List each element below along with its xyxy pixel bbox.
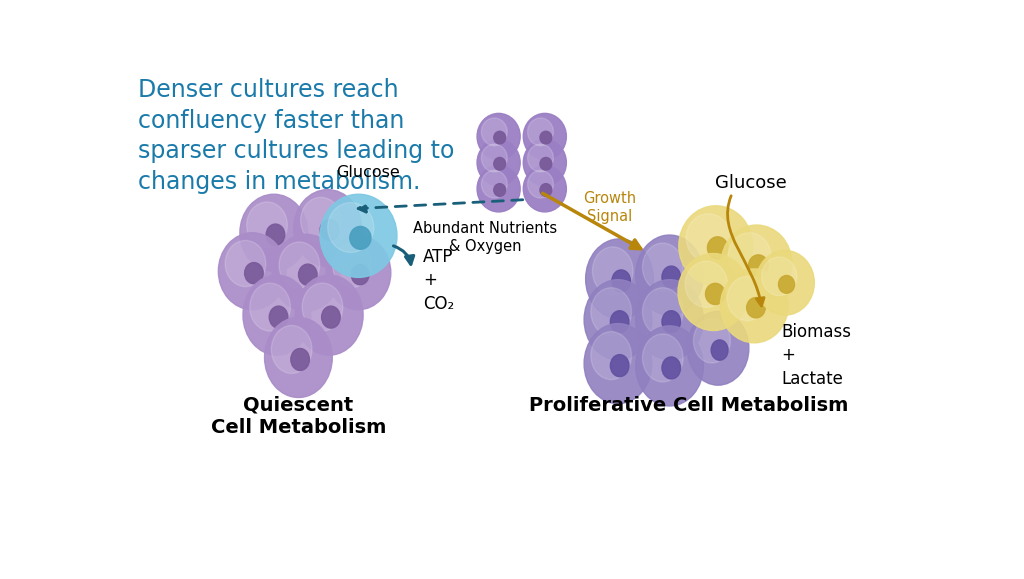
Ellipse shape bbox=[728, 233, 771, 279]
Ellipse shape bbox=[708, 237, 728, 259]
Ellipse shape bbox=[527, 170, 553, 198]
Text: Proliferative Cell Metabolism: Proliferative Cell Metabolism bbox=[529, 396, 849, 415]
Ellipse shape bbox=[762, 257, 797, 296]
Ellipse shape bbox=[279, 242, 319, 288]
Ellipse shape bbox=[477, 113, 520, 160]
Ellipse shape bbox=[584, 324, 652, 404]
Ellipse shape bbox=[662, 311, 681, 333]
FancyArrowPatch shape bbox=[728, 196, 764, 306]
Ellipse shape bbox=[584, 280, 652, 360]
Ellipse shape bbox=[243, 275, 310, 355]
Ellipse shape bbox=[678, 254, 749, 331]
Ellipse shape bbox=[351, 265, 369, 285]
Ellipse shape bbox=[294, 189, 361, 266]
Ellipse shape bbox=[301, 197, 341, 244]
Ellipse shape bbox=[693, 318, 730, 363]
Ellipse shape bbox=[636, 326, 703, 406]
Text: Biomass
+
Lactate: Biomass + Lactate bbox=[781, 323, 851, 388]
Ellipse shape bbox=[540, 184, 552, 196]
Ellipse shape bbox=[269, 306, 288, 328]
Ellipse shape bbox=[685, 261, 728, 307]
Text: ATP
+
CO₂: ATP + CO₂ bbox=[423, 248, 455, 313]
Ellipse shape bbox=[540, 157, 552, 170]
Ellipse shape bbox=[328, 203, 374, 252]
Ellipse shape bbox=[218, 233, 286, 310]
Ellipse shape bbox=[756, 251, 814, 315]
Ellipse shape bbox=[266, 224, 285, 245]
Ellipse shape bbox=[527, 118, 553, 146]
Ellipse shape bbox=[523, 166, 566, 212]
Ellipse shape bbox=[720, 269, 788, 343]
Ellipse shape bbox=[321, 219, 339, 241]
Ellipse shape bbox=[523, 140, 566, 186]
Text: Abundant Nutrients
& Oxygen: Abundant Nutrients & Oxygen bbox=[413, 221, 557, 254]
Ellipse shape bbox=[610, 311, 629, 333]
Text: Denser cultures reach
confluency faster than
sparser cultures leading to
changes: Denser cultures reach confluency faster … bbox=[138, 78, 455, 194]
Ellipse shape bbox=[322, 306, 340, 328]
Ellipse shape bbox=[247, 202, 288, 248]
Ellipse shape bbox=[662, 357, 681, 379]
Ellipse shape bbox=[527, 144, 553, 172]
Ellipse shape bbox=[240, 194, 307, 271]
Ellipse shape bbox=[326, 236, 391, 310]
Ellipse shape bbox=[540, 131, 552, 144]
Ellipse shape bbox=[591, 288, 632, 336]
Ellipse shape bbox=[686, 214, 730, 262]
Ellipse shape bbox=[612, 270, 631, 292]
Ellipse shape bbox=[319, 194, 397, 277]
Text: Glucose: Glucose bbox=[715, 174, 786, 192]
Ellipse shape bbox=[481, 170, 507, 198]
Ellipse shape bbox=[778, 276, 795, 294]
Ellipse shape bbox=[746, 298, 765, 318]
Ellipse shape bbox=[679, 206, 753, 286]
Ellipse shape bbox=[494, 131, 506, 144]
Ellipse shape bbox=[642, 243, 683, 291]
Ellipse shape bbox=[271, 325, 312, 373]
Ellipse shape bbox=[295, 275, 364, 355]
Text: Growth
Signal: Growth Signal bbox=[583, 191, 636, 223]
Ellipse shape bbox=[302, 283, 343, 331]
Ellipse shape bbox=[727, 276, 768, 321]
Text: Glucose: Glucose bbox=[336, 166, 399, 181]
Ellipse shape bbox=[591, 332, 632, 380]
Text: Quiescent
Cell Metabolism: Quiescent Cell Metabolism bbox=[211, 396, 386, 437]
Ellipse shape bbox=[477, 166, 520, 212]
Ellipse shape bbox=[636, 235, 703, 315]
Ellipse shape bbox=[291, 349, 309, 371]
Ellipse shape bbox=[225, 240, 266, 287]
Ellipse shape bbox=[721, 225, 792, 302]
Ellipse shape bbox=[245, 262, 263, 284]
Ellipse shape bbox=[299, 264, 317, 285]
Ellipse shape bbox=[642, 334, 683, 382]
Ellipse shape bbox=[586, 239, 653, 319]
Ellipse shape bbox=[593, 247, 633, 295]
Ellipse shape bbox=[687, 312, 749, 385]
Ellipse shape bbox=[333, 243, 372, 288]
Ellipse shape bbox=[272, 234, 340, 312]
Ellipse shape bbox=[711, 340, 728, 360]
Ellipse shape bbox=[250, 283, 291, 331]
Ellipse shape bbox=[610, 354, 629, 376]
Ellipse shape bbox=[706, 283, 725, 305]
Ellipse shape bbox=[481, 118, 507, 146]
Ellipse shape bbox=[662, 266, 681, 288]
Ellipse shape bbox=[523, 113, 566, 160]
Ellipse shape bbox=[481, 144, 507, 172]
Ellipse shape bbox=[477, 140, 520, 186]
Ellipse shape bbox=[494, 184, 506, 196]
Ellipse shape bbox=[642, 288, 683, 336]
Ellipse shape bbox=[264, 317, 333, 398]
Ellipse shape bbox=[494, 157, 506, 170]
Ellipse shape bbox=[636, 280, 703, 360]
Ellipse shape bbox=[350, 226, 371, 250]
Ellipse shape bbox=[749, 255, 768, 276]
